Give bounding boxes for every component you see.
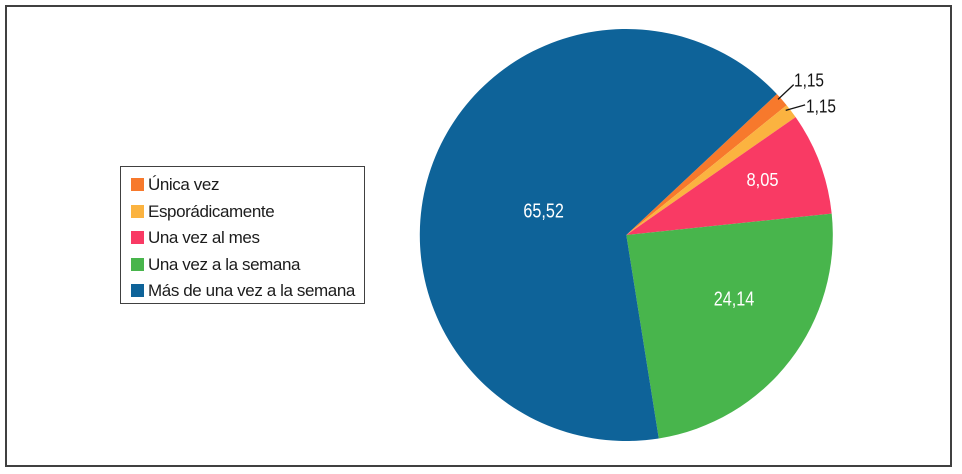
svg-text:8,05: 8,05 bbox=[747, 170, 779, 190]
svg-text:1,15: 1,15 bbox=[806, 96, 836, 116]
svg-text:65,52: 65,52 bbox=[523, 201, 564, 223]
svg-text:1,15: 1,15 bbox=[794, 71, 824, 91]
svg-text:24,14: 24,14 bbox=[714, 289, 755, 311]
